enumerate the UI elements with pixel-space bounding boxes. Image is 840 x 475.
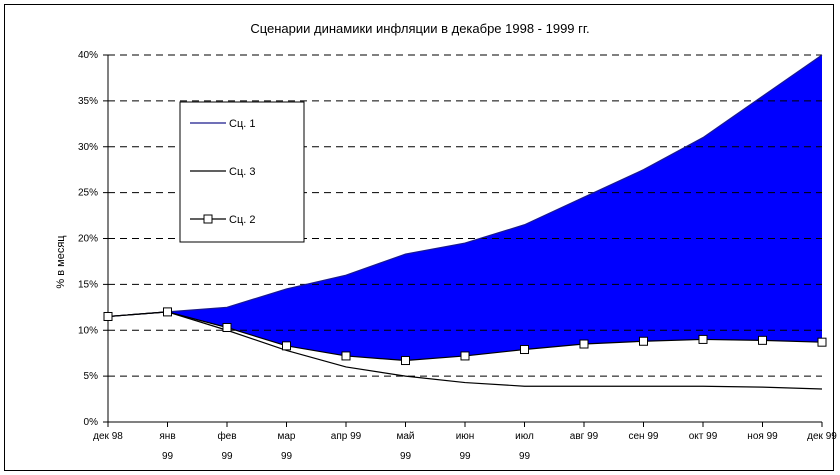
x-tick-label: июл [515, 431, 534, 442]
x-tick-label: сен 99 [629, 431, 659, 442]
plot-area: 0% 5% 10% 15% 20% 25% 30% 35% 40% дек 98 янв 99 фев 9… [78, 50, 837, 462]
data-point-sc2 [639, 336, 648, 346]
y-tick-label: 15% [78, 279, 98, 290]
chart-title: Сценарии динамики инфляции в декабре 199… [250, 21, 589, 36]
data-point-sc2 [103, 311, 113, 321]
y-tick-label: 35% [78, 96, 98, 107]
x-tick-label: окт 99 [689, 431, 718, 442]
x-tick-label: мар [278, 431, 296, 442]
x-tick-label: ноя 99 [747, 431, 778, 442]
data-point-sc2 [341, 351, 351, 361]
data-point-sc2 [579, 339, 589, 349]
x-tick-label: дек 99 [807, 431, 837, 442]
x-tick-label: май [396, 431, 414, 442]
x-tick-label: фев [217, 430, 236, 442]
series-line-1 [107, 54, 823, 318]
x-tick-label: 99 [459, 451, 471, 462]
data-point-sc2 [460, 351, 470, 361]
data-point-sc2 [163, 307, 172, 317]
data-point-sc2 [222, 322, 232, 332]
data-point-sc2 [758, 335, 767, 345]
legend: Сц. 1 Сц. 3 Сц. 2 [179, 101, 305, 243]
x-tick-label: 99 [221, 451, 233, 462]
area-fill-sc1-sc2 [108, 55, 822, 361]
data-point-sc2 [401, 356, 410, 366]
x-tick-label: дек 98 [93, 431, 123, 442]
x-tick-label: апр 99 [331, 431, 362, 442]
legend-box [179, 101, 305, 243]
x-tick-label: 99 [162, 451, 174, 462]
x-tick-label: авг 99 [570, 431, 599, 442]
data-point-sc2 [817, 337, 827, 347]
data-point-sc2 [282, 341, 291, 351]
x-tick-label: июн [456, 431, 475, 442]
x-tick-label: 99 [281, 451, 293, 462]
legend-label-sc2: Сц. 2 [229, 214, 255, 226]
x-tick-label: янв [159, 431, 175, 442]
y-tick-label: 0% [84, 417, 99, 428]
legend-label-sc1: Сц. 1 [229, 118, 255, 130]
y-tick-label: 30% [78, 142, 98, 153]
data-point-sc2 [698, 334, 708, 344]
y-tick-label: 10% [78, 325, 98, 336]
data-point-sc2 [520, 345, 529, 355]
legend-label-sc3: Сц. 3 [229, 166, 255, 178]
y-axis-title: % в месяц [55, 235, 67, 289]
y-tick-label: 40% [78, 50, 98, 61]
legend-marker-sc2 [203, 214, 213, 224]
y-tick-label: 20% [78, 234, 98, 245]
y-tick-label: 5% [84, 371, 99, 382]
x-tick-label: 99 [400, 451, 412, 462]
y-tick-label: 25% [78, 188, 98, 199]
x-tick-label: 99 [519, 451, 531, 462]
